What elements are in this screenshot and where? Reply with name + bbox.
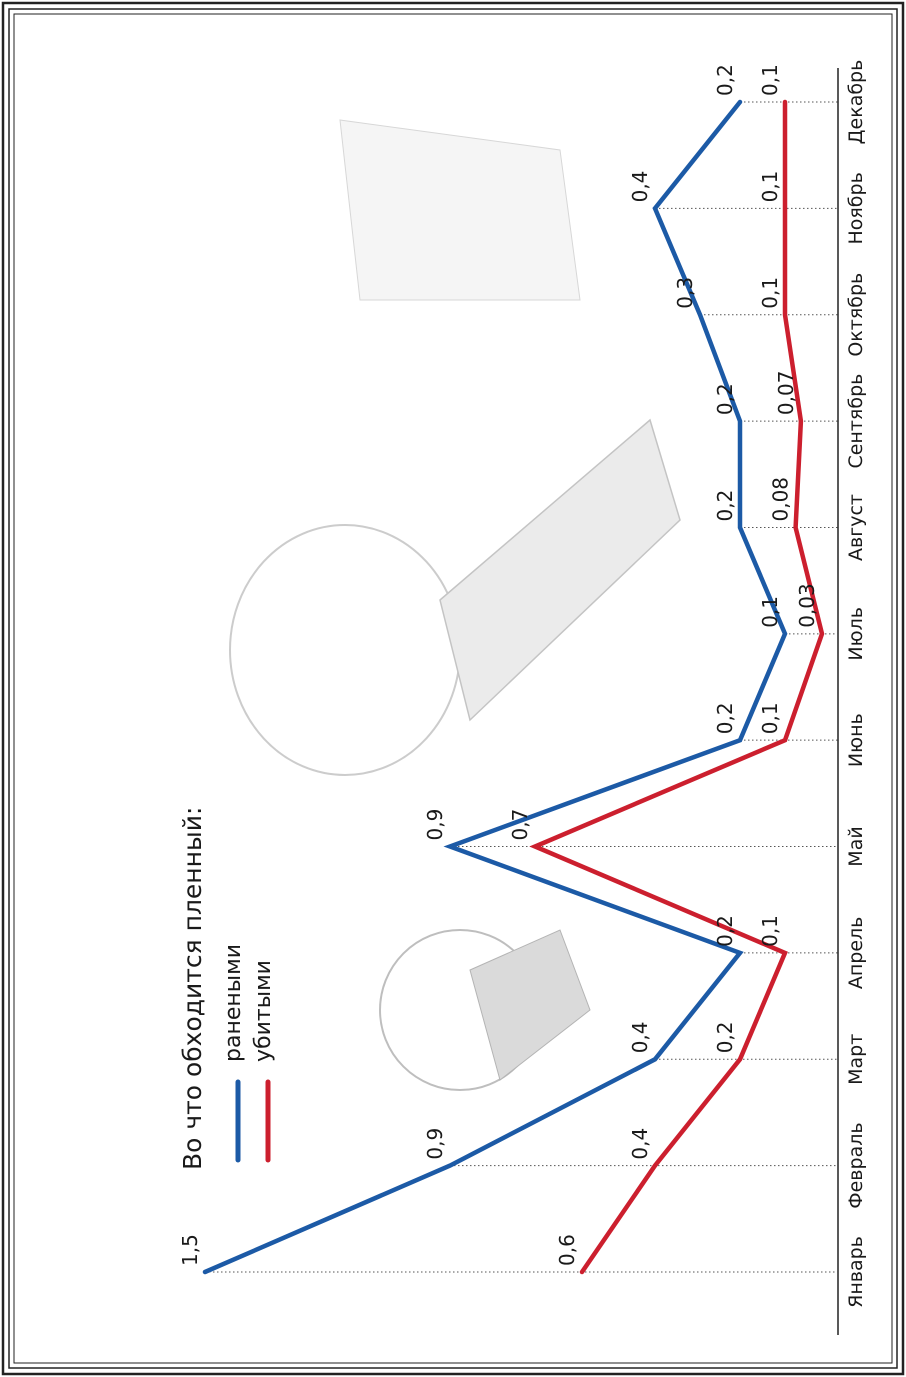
data-label-killed-10: 0,1 [758,277,782,309]
data-label-killed-9: 0,07 [774,371,798,416]
data-label-wounded-3: 0,4 [628,1021,652,1053]
data-label-wounded-4: 0,2 [713,915,737,947]
data-label-killed-3: 0,2 [713,1021,737,1053]
x-tick-label-3: Март [845,1034,867,1085]
data-label-killed-8: 0,08 [769,477,793,522]
data-label-wounded-2: 0,9 [423,1128,447,1160]
x-tick-label-2: Февраль [845,1122,867,1208]
data-label-killed-11: 0,1 [758,171,782,203]
legend-label-killed: убитыми [251,960,276,1062]
frame-inner [13,13,893,1364]
series [202,99,825,1275]
x-tick-label-1: Январь [845,1236,867,1308]
illustration-soldier [229,119,681,776]
x-tick-label-9: Сентябрь [845,374,867,469]
illustration-medal [379,929,591,1091]
data-label-killed-1: 0,6 [555,1234,579,1266]
data-label-killed-4: 0,1 [758,915,782,947]
x-tick-label-12: Декабрь [845,60,867,145]
series-line-killed [529,99,825,1275]
data-label-wounded-8: 0,2 [713,490,737,522]
grid-lines [205,101,838,1273]
x-tick-label-5: Май [845,826,867,866]
data-label-wounded-7: 0,1 [758,596,782,628]
data-label-killed-5: 0,7 [508,809,532,841]
data-label-wounded-1: 1,5 [178,1234,202,1266]
data-label-wounded-5: 0,9 [423,809,447,841]
legend-label-wounded: ранеными [221,944,246,1062]
data-label-wounded-9: 0,2 [713,383,737,415]
x-tick-labels: Январь Февраль Март Апрель Май Июнь Июль Август… [845,60,867,1308]
data-labels: 1,5 0,9 0,4 0,2 0,9 0,2 0,1 0,2 0,2 0,3 0,4 0,2 0,6 0… [178,64,819,1266]
data-label-killed-2: 0,4 [628,1128,652,1160]
x-tick-label-7: Июль [845,607,867,661]
series-line-wounded [202,99,788,1275]
x-tick-label-8: Август [845,494,867,561]
data-label-wounded-6: 0,2 [713,702,737,734]
data-label-killed-6: 0,1 [758,702,782,734]
chart-title: Во что обходится пленный: [178,807,207,1170]
x-tick-label-11: Ноябрь [845,172,867,244]
data-label-killed-7: 0,03 [795,583,819,628]
frame-middle [8,8,898,1369]
x-tick-label-10: Октябрь [845,273,867,357]
x-tick-label-6: Июнь [845,713,867,767]
data-label-wounded-11: 0,4 [628,171,652,203]
data-label-killed-12: 0,1 [758,64,782,96]
data-label-wounded-10: 0,3 [673,277,697,309]
data-label-wounded-12: 0,2 [713,64,737,96]
legend: Во что обходится пленный: ранеными убиты… [178,807,276,1170]
x-tick-label-4: Апрель [845,917,867,990]
